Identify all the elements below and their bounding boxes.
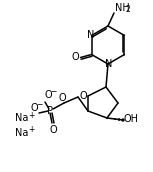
Text: Na: Na	[15, 113, 28, 123]
Text: O: O	[30, 103, 38, 113]
Text: −: −	[50, 88, 56, 96]
Text: 2: 2	[126, 6, 131, 14]
Text: O: O	[58, 93, 66, 103]
Text: P: P	[47, 106, 53, 116]
Text: NH: NH	[115, 3, 130, 13]
Text: Na: Na	[15, 128, 28, 138]
Text: +: +	[28, 126, 34, 135]
Text: N: N	[105, 59, 113, 69]
Text: O: O	[79, 91, 87, 101]
Text: O: O	[72, 52, 79, 62]
Text: −: −	[36, 100, 42, 110]
Text: N: N	[87, 30, 94, 40]
Text: +: +	[28, 110, 34, 120]
Text: O: O	[49, 125, 57, 135]
Text: OH: OH	[123, 114, 138, 124]
Text: O: O	[44, 90, 52, 100]
